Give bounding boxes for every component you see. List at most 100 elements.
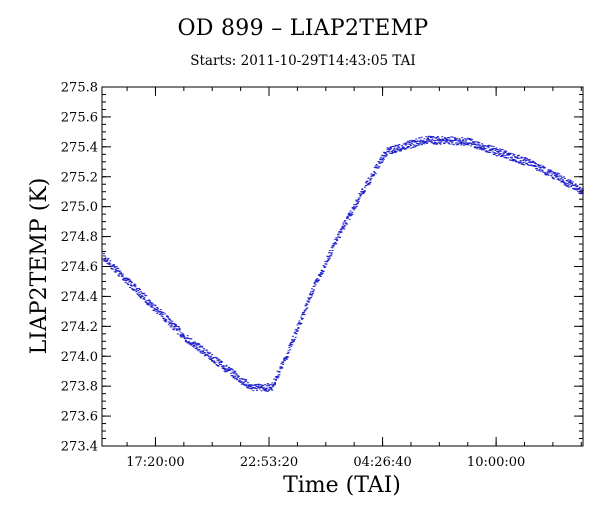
- data-point: [578, 187, 581, 189]
- data-point: [156, 312, 159, 314]
- data-point: [518, 157, 521, 159]
- data-point: [406, 141, 409, 143]
- data-point: [500, 156, 503, 157]
- data-point: [170, 324, 173, 326]
- data-point: [364, 185, 367, 186]
- data-point: [546, 172, 549, 174]
- data-point: [358, 193, 361, 195]
- data-point: [182, 333, 185, 335]
- data-point: [292, 341, 294, 343]
- data-point: [272, 386, 275, 388]
- data-point: [289, 343, 292, 345]
- data-point: [261, 387, 264, 389]
- data-point: [345, 222, 348, 224]
- y-tick-label: 275.4: [61, 140, 98, 155]
- data-point: [267, 385, 270, 387]
- data-point: [257, 387, 260, 389]
- data-point: [283, 358, 286, 360]
- data-point: [311, 291, 314, 293]
- data-point: [565, 180, 568, 181]
- data-point: [535, 163, 537, 165]
- data-point: [390, 146, 393, 148]
- data-point: [430, 142, 433, 144]
- data-point: [141, 295, 144, 297]
- data-point: [519, 160, 522, 162]
- data-point: [126, 282, 129, 284]
- data-point: [297, 328, 300, 330]
- data-point: [199, 351, 202, 353]
- data-point: [175, 324, 177, 326]
- data-point: [340, 228, 343, 230]
- data-point: [538, 169, 541, 171]
- data-point: [211, 357, 214, 359]
- data-point: [170, 322, 173, 324]
- data-point: [526, 157, 528, 159]
- data-point: [479, 144, 482, 146]
- data-point: [194, 342, 197, 344]
- data-point: [384, 152, 387, 154]
- data-point: [391, 150, 394, 152]
- data-point: [409, 147, 412, 149]
- data-point: [143, 298, 146, 300]
- data-point: [348, 215, 351, 217]
- data-point: [450, 136, 453, 138]
- data-point: [541, 169, 544, 171]
- data-point: [280, 366, 283, 368]
- data-point: [577, 189, 580, 191]
- data-point: [388, 148, 391, 150]
- data-point: [448, 143, 451, 145]
- data-point: [309, 297, 312, 299]
- data-point: [458, 138, 461, 140]
- data-point: [507, 157, 510, 159]
- data-point: [463, 144, 465, 146]
- data-point: [187, 340, 190, 342]
- data-point: [215, 364, 218, 366]
- data-point: [337, 233, 340, 235]
- data-point: [139, 297, 142, 299]
- data-point: [308, 299, 311, 301]
- y-tick-label: 274.2: [61, 320, 98, 335]
- data-point: [460, 144, 463, 146]
- data-point: [400, 149, 402, 151]
- data-point: [169, 326, 172, 328]
- data-point: [517, 157, 519, 159]
- data-point: [333, 243, 336, 245]
- data-point: [469, 138, 472, 140]
- data-point: [247, 384, 250, 386]
- data-point: [380, 156, 383, 158]
- data-point: [478, 146, 481, 148]
- data-point: [189, 343, 192, 344]
- data-point: [407, 140, 410, 142]
- data-point: [260, 390, 263, 392]
- data-point: [256, 388, 258, 390]
- data-point: [228, 367, 231, 368]
- data-point: [392, 146, 395, 148]
- data-point: [547, 169, 550, 171]
- data-point: [172, 327, 175, 329]
- data-point: [546, 171, 549, 173]
- data-point: [138, 295, 141, 297]
- data-point: [445, 141, 448, 143]
- data-point: [384, 156, 387, 158]
- data-point: [207, 352, 210, 354]
- data-point: [265, 385, 268, 387]
- data-point: [238, 378, 241, 380]
- data-point: [273, 378, 276, 380]
- data-point: [473, 146, 476, 148]
- data-point: [534, 162, 537, 164]
- data-point: [112, 264, 114, 266]
- data-point: [346, 223, 348, 225]
- data-point: [554, 173, 557, 175]
- data-point: [392, 152, 395, 154]
- data-point: [335, 243, 338, 245]
- data-point: [262, 385, 265, 387]
- data-point: [550, 175, 553, 177]
- data-point: [132, 284, 135, 286]
- data-point: [254, 387, 257, 389]
- data-point: [202, 351, 204, 352]
- data-point: [514, 156, 517, 158]
- data-point: [301, 313, 304, 315]
- data-point: [361, 189, 364, 190]
- data-point: [148, 299, 150, 301]
- data-point: [225, 365, 228, 367]
